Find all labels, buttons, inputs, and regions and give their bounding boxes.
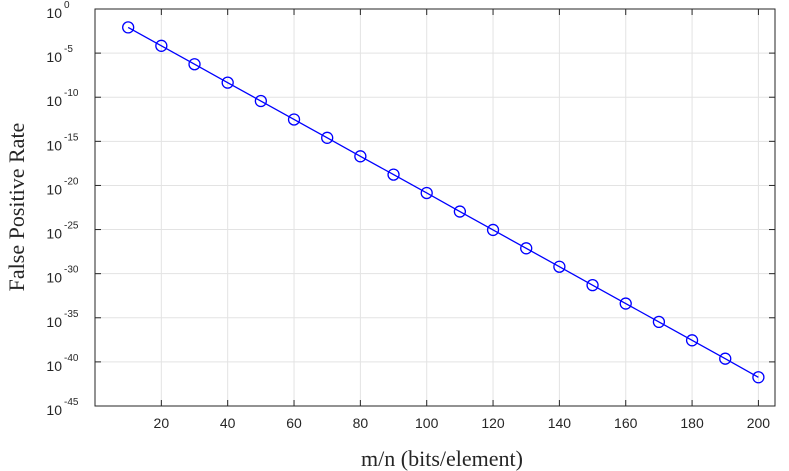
y-tick-label: 10 -20 [46,176,78,197]
y-tick-label: 10 -40 [46,353,78,374]
y-tick-label: 10 -25 [46,221,78,242]
y-tick-label: 10 -30 [46,265,78,286]
x-tick-label: 160 [614,415,638,431]
data-point [254,94,268,108]
y-tick-label: 10 -5 [46,44,73,65]
data-point [155,39,168,52]
x-tick-label: 200 [747,415,771,431]
data-point [619,297,632,310]
y-tick-label: 10 -15 [46,132,78,153]
x-axis-label: m/n (bits/element) [361,446,523,471]
y-tick-label-exponent: -10 [64,88,79,99]
data-point [652,315,666,329]
y-tick-label-exponent: -20 [64,176,79,187]
data-point [387,168,400,181]
y-tick-label-exponent: 0 [64,0,70,11]
y-tick-label-base: 10 [46,314,62,330]
data-point [321,131,334,144]
y-tick-label-base: 10 [46,358,62,374]
y-tick-label-exponent: -15 [64,132,79,143]
data-point [221,76,234,89]
y-tick-label-base: 10 [46,93,62,109]
x-tick-label: 20 [154,415,170,431]
data-point [752,371,765,384]
y-tick-label-exponent: -45 [64,397,79,408]
y-tick-label-base: 10 [46,137,62,153]
y-tick-label: 10 -10 [46,88,78,109]
y-tick-label-exponent: -25 [64,221,79,232]
y-tick-label-exponent: -35 [64,309,79,320]
y-tick-label-base: 10 [46,402,62,418]
y-tick-label-exponent: -40 [64,353,79,364]
data-point [553,260,566,273]
x-tick-label: 100 [415,415,439,431]
data-point [486,223,500,237]
data-point [685,334,699,347]
y-tick-label-base: 10 [46,5,62,21]
y-tick-label-exponent: -30 [64,265,79,276]
data-point [520,242,533,255]
data-point [287,113,301,126]
series-line [127,26,759,378]
data-point [719,352,732,365]
data-point [586,278,599,292]
y-tick-label: 10 0 [46,0,70,21]
data-point [188,58,201,71]
x-tick-label: 80 [353,415,369,431]
x-tick-label: 40 [220,415,236,431]
x-tick-label: 180 [680,415,704,431]
x-tick-label: 140 [548,415,572,431]
y-tick-label-base: 10 [46,49,62,65]
x-tick-label: 120 [481,415,505,431]
data-point [453,205,467,218]
y-tick-label: 10 -45 [46,397,78,418]
y-tick-label-base: 10 [46,226,62,242]
y-axis-label: False Positive Rate [4,123,29,292]
plot-area [122,21,765,384]
data-point [122,21,135,34]
y-tick-label: 10 -35 [46,309,78,330]
data-point [354,150,367,163]
y-tick-label-base: 10 [46,270,62,286]
y-tick-label-exponent: -5 [64,44,73,55]
y-tick-label-base: 10 [46,181,62,197]
axes-box [94,8,776,407]
x-tick-label: 60 [286,415,302,431]
data-point [420,186,433,200]
